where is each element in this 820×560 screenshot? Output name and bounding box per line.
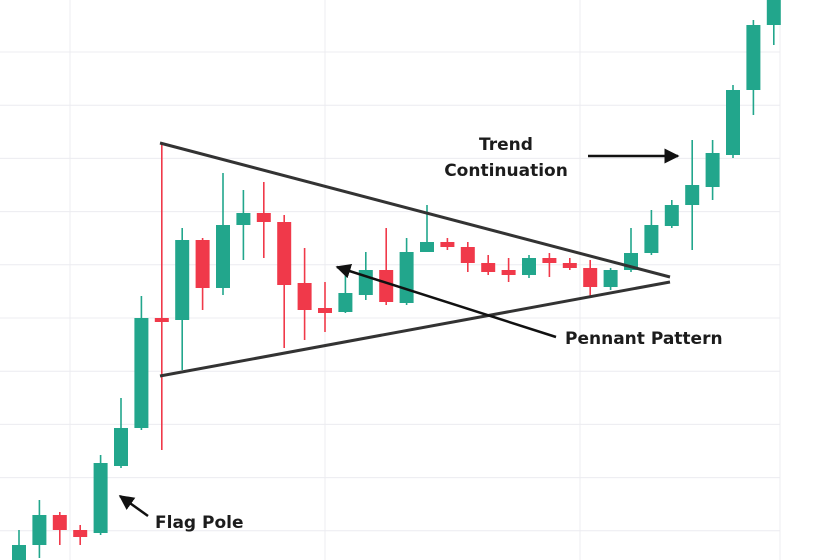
candle-body xyxy=(481,263,496,272)
candle-body xyxy=(685,185,700,205)
candle-body xyxy=(195,240,210,288)
candle-body xyxy=(73,530,88,537)
candle-body xyxy=(766,0,781,25)
candle-body xyxy=(583,268,598,287)
candle-body xyxy=(440,242,455,247)
candle-body xyxy=(318,308,332,313)
candles xyxy=(12,0,781,560)
candle-body xyxy=(114,428,128,466)
candle-body xyxy=(460,247,475,263)
candle-body xyxy=(52,515,67,530)
candle-body xyxy=(12,545,26,560)
annotation: Continuation xyxy=(444,161,568,181)
candle-body xyxy=(154,318,169,322)
arrow xyxy=(335,263,557,339)
grid xyxy=(0,0,781,560)
candle-body xyxy=(644,225,659,253)
candle-body xyxy=(542,258,557,263)
candle-body xyxy=(746,25,761,90)
candle-body xyxy=(297,283,312,310)
candle-body xyxy=(256,213,271,222)
candle-body xyxy=(562,263,577,268)
candle-body xyxy=(603,270,618,287)
candle-body xyxy=(726,90,740,155)
candle-body xyxy=(501,270,516,275)
candle-body xyxy=(522,258,536,275)
candle-body xyxy=(236,213,251,225)
pennant-upper-line xyxy=(159,141,671,279)
arrow xyxy=(118,494,149,518)
candle-body xyxy=(379,270,394,302)
candle-body xyxy=(216,225,230,288)
annotation: Flag Pole xyxy=(155,513,244,533)
candle-body xyxy=(420,242,434,252)
candle-body xyxy=(338,293,353,312)
candle-body xyxy=(664,205,679,226)
annotation: Trend xyxy=(479,135,533,155)
candle-body xyxy=(705,153,720,187)
pennant-lower-line xyxy=(159,280,671,378)
candle-body xyxy=(399,252,414,303)
candle-body xyxy=(93,463,108,533)
candle-body xyxy=(277,222,292,285)
annotation: Pennant Pattern xyxy=(565,329,723,349)
candle-body xyxy=(32,515,47,545)
candle-body xyxy=(134,318,149,428)
candle-body xyxy=(175,240,190,320)
